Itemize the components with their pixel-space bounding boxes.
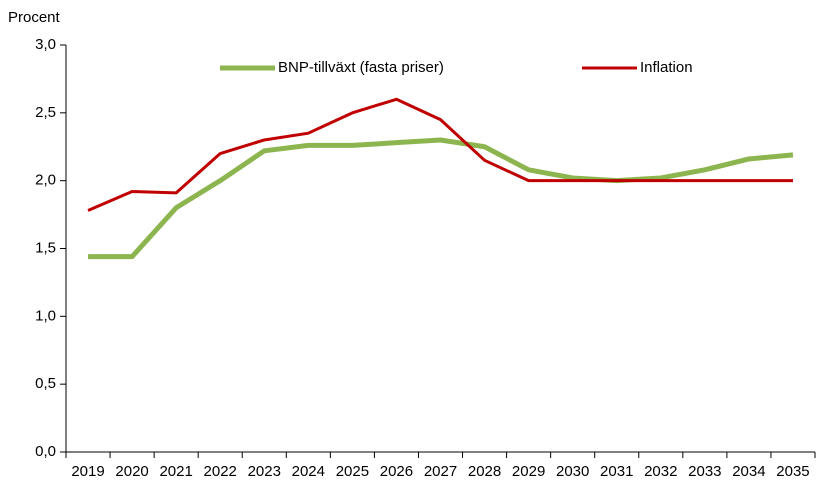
x-tick-label: 2035 [776,463,809,480]
x-tick-label: 2022 [204,463,237,480]
x-tick-label: 2034 [732,463,765,480]
x-tick-label: 2030 [556,463,589,480]
series-line [88,137,794,260]
x-tick-label: 2019 [71,463,104,480]
legend-label: BNP-tillväxt (fasta priser) [278,59,444,76]
y-tick-label: 2,0 [35,172,56,189]
x-tick-label: 2023 [248,463,281,480]
y-axis-label: Procent [8,9,61,26]
x-tick-label: 2026 [380,463,413,480]
y-tick-label: 0,0 [35,443,56,460]
y-tick-label: 3,0 [35,36,56,53]
y-tick-label: 1,0 [35,307,56,324]
x-tick-label: 2024 [292,463,325,480]
series-line [87,97,793,212]
x-tick-label: 2020 [115,463,148,480]
y-tick-label: 0,5 [35,375,56,392]
legend-label: Inflation [640,59,693,76]
x-tick-label: 2031 [600,463,633,480]
x-tick-label: 2025 [336,463,369,480]
x-tick-label: 2032 [644,463,677,480]
x-tick-label: 2028 [468,463,501,480]
y-tick-label: 2,5 [35,104,56,121]
x-tick-label: 2021 [159,463,192,480]
x-tick-label: 2029 [512,463,545,480]
y-tick-label: 1,5 [35,239,56,256]
x-tick-label: 2027 [424,463,457,480]
x-tick-label: 2033 [688,463,721,480]
